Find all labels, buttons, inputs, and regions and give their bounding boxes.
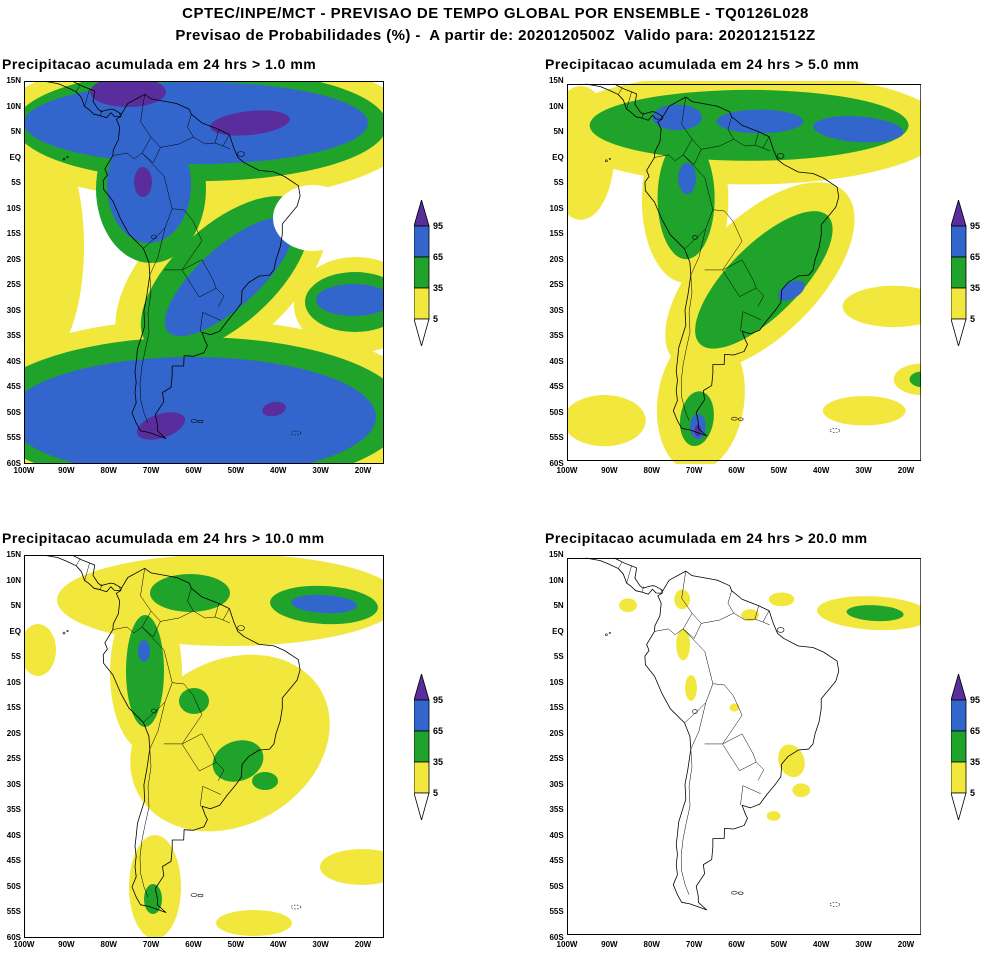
colorbar-shapes	[951, 199, 967, 346]
prob-shading-gt65-percent	[652, 104, 904, 440]
legend-label-35: 35	[970, 757, 980, 767]
lon-axis: 100W 90W 80W 70W 60W 50W 40W 30W 20W	[13, 466, 372, 475]
precip-prob-map-1mm	[24, 81, 384, 464]
legend-label-5: 5	[970, 788, 975, 798]
main-title: CPTEC/INPE/MCT - PREVISAO DE TEMPO GLOBA…	[182, 5, 809, 22]
lat-axis: 15N 10N 5N EQ 5S 10S 15S 20S 25S 30S 35S 40S 45S 50S 5…	[548, 76, 564, 468]
probability-colorbar: 95 65 35 5	[414, 673, 443, 820]
panel-title: Precipitacao acumulada em 24 hrs > 20.0 …	[545, 530, 868, 546]
legend-label-95: 95	[970, 221, 980, 231]
precip-prob-map-10mm	[24, 555, 384, 938]
map-frame	[24, 555, 384, 938]
panel-title: Precipitacao acumulada em 24 hrs > 5.0 m…	[545, 56, 860, 72]
legend-label-35: 35	[433, 283, 443, 293]
panel-5mm: Precipitacao acumulada em 24 hrs > 5.0 m…	[543, 56, 991, 478]
legend-label-95: 95	[433, 695, 443, 705]
low-prob-gap	[273, 185, 353, 251]
legend-label-95: 95	[970, 695, 980, 705]
legend-label-5: 5	[970, 314, 975, 324]
panel-10mm: Precipitacao acumulada em 24 hrs > 10.0 …	[0, 530, 543, 952]
legend-label-65: 65	[433, 252, 443, 262]
lon-axis: 100W 90W 80W 70W 60W 50W 40W 30W 20W	[556, 466, 915, 475]
prob-shading-gt95-percent	[90, 81, 290, 440]
page-header: CPTEC/INPE/MCT - PREVISAO DE TEMPO GLOBA…	[0, 0, 991, 44]
lon-axis: 100W 90W 80W 70W 60W 50W 40W 30W 20W	[13, 940, 372, 949]
legend-label-65: 65	[970, 252, 980, 262]
map-frame	[566, 84, 921, 461]
probability-colorbar: 95 65 35 5	[414, 199, 443, 346]
legend-label-5: 5	[433, 314, 438, 324]
lat-axis: 15N 10N 5N EQ 5S 10S 15S 20S 25S 30S 35S 40S 45S 50S 5…	[6, 76, 21, 468]
precip-prob-map-20mm	[566, 555, 921, 938]
precip-prob-map-5mm	[566, 81, 921, 464]
prob-shading-gt65-percent	[138, 594, 357, 662]
lon-axis: 100W 90W 80W 70W 60W 50W 40W 30W 20W	[556, 940, 915, 949]
lat-axis: 15N 10N 5N EQ 5S 10S 15S 20S 25S 30S 35S 40S 45S 50S 5…	[548, 550, 564, 942]
colorbar-column: 95 65 35 5	[414, 555, 454, 938]
lat-axis: 15N 10N 5N EQ 5S 10S 15S 20S 25S 30S 35S 40S 45S 50S 5…	[6, 550, 21, 942]
panel-1mm: Precipitacao acumulada em 24 hrs > 1.0 m…	[0, 56, 543, 478]
subtitle: Previsao de Probabilidades (%) - A parti…	[175, 27, 816, 44]
colorbar-shapes	[414, 199, 430, 346]
probability-colorbar: 95 65 35 5	[951, 199, 980, 346]
legend-label-65: 65	[433, 726, 443, 736]
legend-label-65: 65	[970, 726, 980, 736]
legend-label-95: 95	[433, 221, 443, 231]
panel-grid: Precipitacao acumulada em 24 hrs > 1.0 m…	[0, 56, 991, 952]
probability-colorbar: 95 65 35 5	[951, 673, 980, 820]
panel-title: Precipitacao acumulada em 24 hrs > 10.0 …	[2, 530, 325, 546]
legend-label-5: 5	[433, 788, 438, 798]
colorbar-shapes	[414, 673, 430, 820]
prob-shading-gt35-percent	[846, 605, 904, 622]
panel-title: Precipitacao acumulada em 24 hrs > 1.0 m…	[2, 56, 317, 72]
colorbar-column: 95 65 35 5	[951, 81, 991, 464]
panel-20mm: Precipitacao acumulada em 24 hrs > 20.0 …	[543, 530, 991, 952]
map-frame	[24, 81, 384, 464]
map-frame	[566, 558, 921, 935]
legend-label-35: 35	[970, 283, 980, 293]
colorbar-column: 95 65 35 5	[951, 555, 991, 938]
legend-label-35: 35	[433, 757, 443, 767]
colorbar-shapes	[951, 673, 967, 820]
colorbar-column: 95 65 35 5	[414, 81, 454, 464]
prob-shading-gt5-percent	[618, 589, 921, 821]
